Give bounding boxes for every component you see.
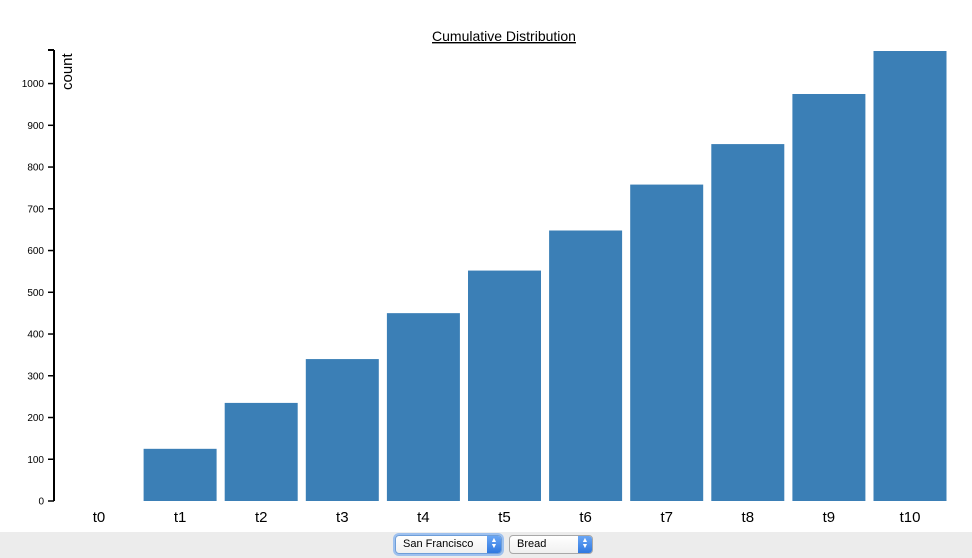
bar-t4	[386, 313, 460, 501]
bar-t7	[630, 184, 704, 502]
y-tick-label: 1000	[22, 79, 45, 90]
y-tick-label: 800	[27, 163, 44, 174]
x-tick-label: t10	[900, 509, 921, 526]
x-tick-label: t6	[579, 509, 592, 526]
x-tick-label: t3	[336, 509, 349, 526]
city-select[interactable]: San Francisco ▲ ▼	[395, 535, 502, 554]
y-tick-label: 300	[27, 371, 44, 382]
bar-t10	[873, 51, 947, 501]
product-select[interactable]: Bread ▲ ▼	[509, 535, 593, 554]
x-tick-label: t0	[93, 509, 106, 526]
bar-t3	[305, 359, 379, 501]
select-arrows-icon: ▲ ▼	[487, 536, 501, 553]
bar-t8	[711, 144, 785, 501]
x-tick-label: t7	[660, 509, 673, 526]
y-tick-label: 400	[27, 330, 44, 341]
bar-t2	[224, 402, 298, 501]
y-tick-label: 0	[38, 497, 44, 508]
y-tick-label: 700	[27, 204, 44, 215]
y-axis-label: count	[59, 52, 76, 90]
x-axis: t0 t1 t2 t3 t4 t5 t6 t7 t8 t9 t10	[93, 509, 921, 526]
y-tick-label: 600	[27, 246, 44, 257]
y-tick-label: 100	[27, 455, 44, 466]
x-tick-label: t9	[823, 509, 836, 526]
x-tick-label: t8	[742, 509, 755, 526]
bar-t9	[792, 93, 866, 502]
chart-title: Cumulative Distribution	[432, 28, 576, 44]
bar-t5	[468, 270, 541, 501]
bar-chart: Cumulative Distribution count 0 100 200 300…	[22, 28, 947, 526]
select-arrows-icon: ▲ ▼	[578, 536, 592, 553]
x-tick-label: t5	[498, 509, 511, 526]
city-select-value: San Francisco	[403, 538, 474, 550]
y-tick-label: 200	[27, 413, 44, 424]
x-tick-label: t4	[417, 509, 430, 526]
x-tick-label: t1	[174, 509, 187, 526]
controls-bar: San Francisco ▲ ▼ Bread ▲ ▼	[0, 532, 972, 558]
bar-t1	[143, 448, 217, 501]
bar-t6	[549, 230, 623, 501]
y-tick-label: 900	[27, 121, 44, 132]
x-tick-label: t2	[255, 509, 268, 526]
y-axis: 0 100 200 300 400 500 600 700 800 900 1000	[22, 49, 55, 508]
bars-group	[143, 51, 947, 502]
y-tick-label: 500	[27, 288, 44, 299]
product-select-value: Bread	[517, 538, 547, 550]
